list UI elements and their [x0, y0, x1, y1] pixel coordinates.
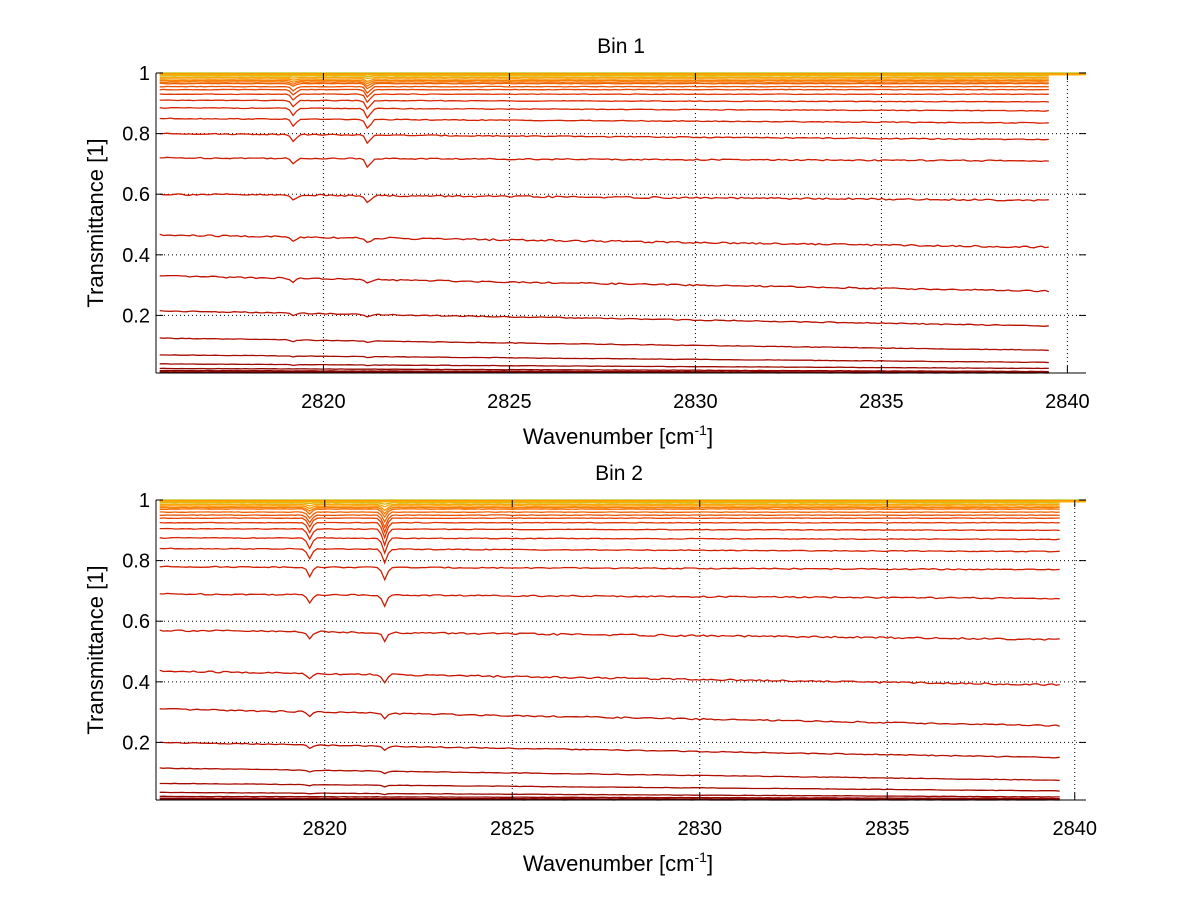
transmittance-curve	[159, 795, 1060, 800]
x-tick-label: 2825	[487, 391, 532, 413]
y-tick-label: 0.4	[122, 672, 150, 694]
x-tick-label: 2820	[301, 391, 346, 413]
x-tick-label: 2835	[865, 818, 910, 840]
transmittance-curve	[159, 767, 1060, 782]
transmittance-curve	[159, 505, 1060, 512]
plot-area	[156, 73, 1086, 373]
transmittance-curve	[159, 782, 1060, 792]
x-tick-label: 2825	[490, 818, 535, 840]
transmittance-curve	[159, 511, 1060, 524]
transmittance-curve	[159, 78, 1049, 83]
transmittance-curve	[159, 156, 1049, 169]
transmittance-curve	[159, 506, 1060, 515]
transmittance-curve	[159, 75, 1049, 78]
transmittance-curve	[159, 669, 1060, 686]
y-tick-label: 0.8	[122, 551, 150, 573]
transmittance-curve	[159, 536, 1060, 556]
transmittance-curve	[159, 517, 1060, 535]
chart-title: Bin 2	[595, 462, 643, 485]
transmittance-curve	[159, 369, 1049, 374]
transmittance-curve	[159, 193, 1049, 204]
transmittance-curve	[159, 592, 1060, 608]
y-tick-label: 0.2	[122, 305, 150, 327]
x-tick-label: 2840	[1045, 391, 1090, 413]
transmittance-curve	[159, 354, 1049, 364]
axes	[155, 72, 1086, 374]
y-tick-label: 0.8	[122, 124, 150, 146]
transmittance-curve	[159, 547, 1060, 565]
x-tick-label: 2830	[678, 818, 723, 840]
transmittance-curve	[159, 503, 1060, 508]
transmittance-curve	[159, 514, 1060, 529]
transmittance-curve	[159, 309, 1049, 327]
y-tick-label: 0.6	[122, 184, 150, 206]
transmittance-curve	[159, 502, 1060, 505]
transmittance-curve	[159, 81, 1049, 87]
transmittance-curve	[159, 708, 1060, 727]
transmittance-curve	[159, 117, 1049, 130]
y-axis-label: Transmittance [1]	[83, 138, 108, 307]
transmittance-curve	[159, 367, 1049, 373]
transmittance-curve	[159, 521, 1060, 540]
transmittance-curve	[159, 741, 1060, 759]
y-tick-label: 0.6	[122, 611, 150, 633]
transmittance-curve	[159, 88, 1049, 99]
transmittance-curves	[159, 72, 1086, 374]
y-axis-label: Transmittance [1]	[83, 565, 108, 734]
transmittance-curve	[159, 106, 1049, 120]
x-tick-label: 2830	[673, 391, 718, 413]
transmittance-curve	[159, 791, 1060, 798]
y-tick-label: 1	[139, 490, 150, 512]
axes	[155, 499, 1086, 801]
x-axis-label: Wavenumber [cm-1]	[523, 849, 713, 876]
x-tick-label: 2835	[859, 391, 904, 413]
transmittance-curve	[159, 274, 1050, 293]
transmittance-curve	[159, 527, 1060, 548]
chart-title: Bin 1	[597, 35, 645, 58]
x-tick-label: 2840	[1053, 818, 1098, 840]
x-tick-label: 2820	[303, 818, 348, 840]
transmittance-curve	[159, 79, 1049, 85]
transmittance-curve	[159, 82, 1049, 90]
tick-labels: 2820 2825 2830 2835 2840 0.2 0.4 0.6 0.8 1	[122, 63, 1089, 413]
transmittance-curve	[159, 85, 1049, 95]
transmittance-curve	[159, 99, 1049, 111]
y-tick-label: 1	[139, 63, 150, 85]
transmittance-curve	[159, 337, 1049, 352]
transmittance-curve	[159, 233, 1049, 249]
transmittance-curve	[159, 93, 1049, 104]
y-tick-label: 0.4	[122, 245, 150, 267]
transmittance-curve	[159, 629, 1060, 643]
transmittance-curve	[159, 565, 1060, 582]
y-tick-label: 0.2	[122, 732, 150, 754]
transmittance-curves	[159, 499, 1086, 801]
transmittance-curve	[159, 76, 1049, 80]
transmittance-curve	[159, 132, 1049, 145]
tick-labels: 2820 2825 2830 2835 2840 0.2 0.4 0.6 0.8 1	[122, 490, 1097, 840]
transmittance-curve	[159, 508, 1060, 519]
transmittance-curve	[159, 363, 1049, 370]
x-axis-label: Wavenumber [cm-1]	[523, 422, 713, 449]
transmittance-curve	[159, 797, 1060, 801]
